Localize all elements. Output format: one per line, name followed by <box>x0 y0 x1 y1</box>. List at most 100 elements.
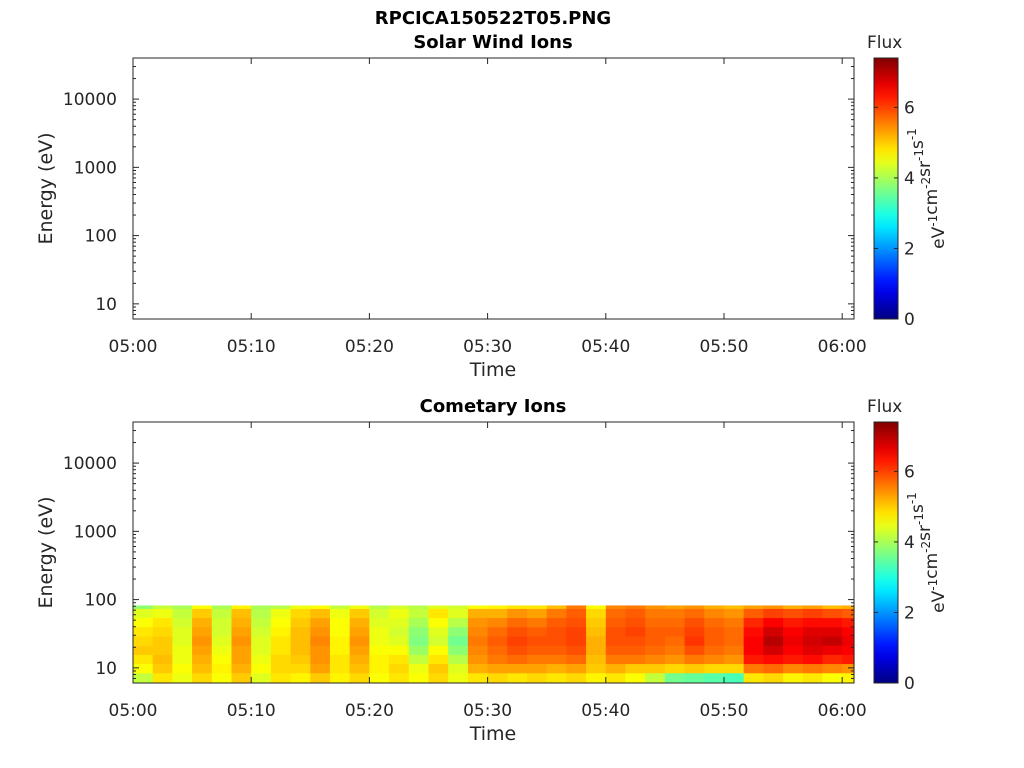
heatmap-cell <box>172 635 193 646</box>
heatmap-cell <box>448 663 469 674</box>
heatmap-cell <box>349 645 370 655</box>
heatmap-cell <box>448 608 469 619</box>
heatmap-cell <box>507 617 528 628</box>
heatmap-cell <box>329 626 351 637</box>
panel-cometary-ions: Cometary Ions 10 100 1000 10000 05:00 05:10 05:… <box>35 396 949 745</box>
heatmap-cell <box>349 654 370 665</box>
heatmap-cell <box>723 663 745 674</box>
heatmap-cell <box>645 663 666 674</box>
heatmap-cell <box>842 672 855 683</box>
figure-title: RPCICA150522T05.PNG <box>375 8 611 29</box>
heatmap-cell <box>783 626 804 637</box>
heatmap-cell <box>605 672 627 683</box>
heatmap-cell <box>723 672 745 683</box>
heatmap-cell <box>389 654 410 665</box>
heatmap-cell <box>133 605 154 609</box>
heatmap-cell <box>664 608 686 619</box>
heatmap-cell <box>645 645 666 655</box>
heatmap-cell <box>842 608 855 619</box>
y-tick-label: 1000 <box>74 522 117 542</box>
colorbar-title: Flux <box>867 397 902 417</box>
heatmap-cell <box>566 635 587 646</box>
x-axis-label: Time <box>469 723 517 745</box>
heatmap-cell <box>467 626 489 637</box>
heatmap-cell <box>822 672 843 683</box>
heatmap-cell <box>684 654 705 665</box>
heatmap-cell <box>664 635 686 646</box>
heatmap-cell <box>645 617 666 628</box>
y-tick-label: 1000 <box>74 158 117 178</box>
y-tick-label: 100 <box>85 227 117 247</box>
heatmap-cell <box>763 654 784 665</box>
heatmap-cell <box>369 635 390 646</box>
heatmap-cell <box>408 663 430 674</box>
heatmap-cell <box>467 608 489 619</box>
heatmap-cell <box>507 608 528 619</box>
heatmap-cell <box>310 608 331 619</box>
heatmap-cell <box>290 654 311 665</box>
heatmap-cell <box>448 626 469 637</box>
heatmap-cell <box>428 608 449 619</box>
heatmap-cell <box>310 654 331 665</box>
heatmap-cell <box>467 617 489 628</box>
heatmap-cell <box>723 605 745 609</box>
heatmap-cell <box>251 654 272 665</box>
heatmap-cell <box>526 617 548 628</box>
heatmap-cell <box>763 608 784 619</box>
heatmap-cell <box>783 645 804 655</box>
heatmap-cell <box>428 672 449 683</box>
heatmap-cell <box>526 645 548 655</box>
heatmap-cell <box>467 654 489 665</box>
y-axis-label: Energy (eV) <box>35 496 57 608</box>
heatmap-cell <box>625 626 646 637</box>
heatmap-cell <box>763 645 784 655</box>
heatmap-cell <box>842 635 855 646</box>
heatmap-cell <box>664 672 686 683</box>
heatmap-cell <box>310 645 331 655</box>
heatmap-cell <box>133 645 154 655</box>
heatmap-cell <box>428 663 449 674</box>
x-tick-label: 05:10 <box>227 701 276 721</box>
heatmap-cell <box>192 635 213 646</box>
heatmap-cell <box>763 605 784 609</box>
heatmap-cell <box>211 617 233 628</box>
heatmap-cell <box>743 617 764 628</box>
heatmap-cell <box>152 617 173 628</box>
heatmap-cell <box>546 626 567 637</box>
heatmap-cell <box>625 663 646 674</box>
heatmap-cell <box>251 608 272 619</box>
heatmap-cell <box>251 672 272 683</box>
heatmap-cell <box>369 626 390 637</box>
colorbar-tick-label: 0 <box>904 674 915 694</box>
heatmap-cell <box>231 617 252 628</box>
heatmap-cell <box>664 617 686 628</box>
heatmap-cell <box>723 608 745 619</box>
heatmap-cell <box>231 663 252 674</box>
colorbar-tick-label: 2 <box>904 603 915 623</box>
colorbar-tick-label: 6 <box>904 462 915 482</box>
colorbar-unit-label: eV-1cm-2sr-1s-1 <box>905 128 949 249</box>
heatmap-cell <box>743 608 764 619</box>
heatmap-cell <box>586 663 607 674</box>
heatmap-cell <box>546 663 567 674</box>
heatmap-cell <box>822 605 843 609</box>
heatmap-cell <box>270 605 292 609</box>
heatmap-cell <box>664 645 686 655</box>
heatmap-cell <box>605 635 627 646</box>
heatmap-cell <box>310 617 331 628</box>
heatmap-cell <box>408 626 430 637</box>
heatmap-cell <box>369 617 390 628</box>
x-tick-label: 05:20 <box>345 701 394 721</box>
heatmap-cell <box>684 635 705 646</box>
heatmap-cell <box>329 617 351 628</box>
heatmap-cell <box>526 635 548 646</box>
heatmap-cell <box>822 626 843 637</box>
heatmap-cell <box>704 608 725 619</box>
heatmap-cell <box>211 626 233 637</box>
heatmap-cell <box>526 654 548 665</box>
heatmap-cell <box>192 617 213 628</box>
heatmap-cell <box>408 605 430 609</box>
heatmap-cell <box>192 605 213 609</box>
panel-title: Cometary Ions <box>420 396 567 417</box>
